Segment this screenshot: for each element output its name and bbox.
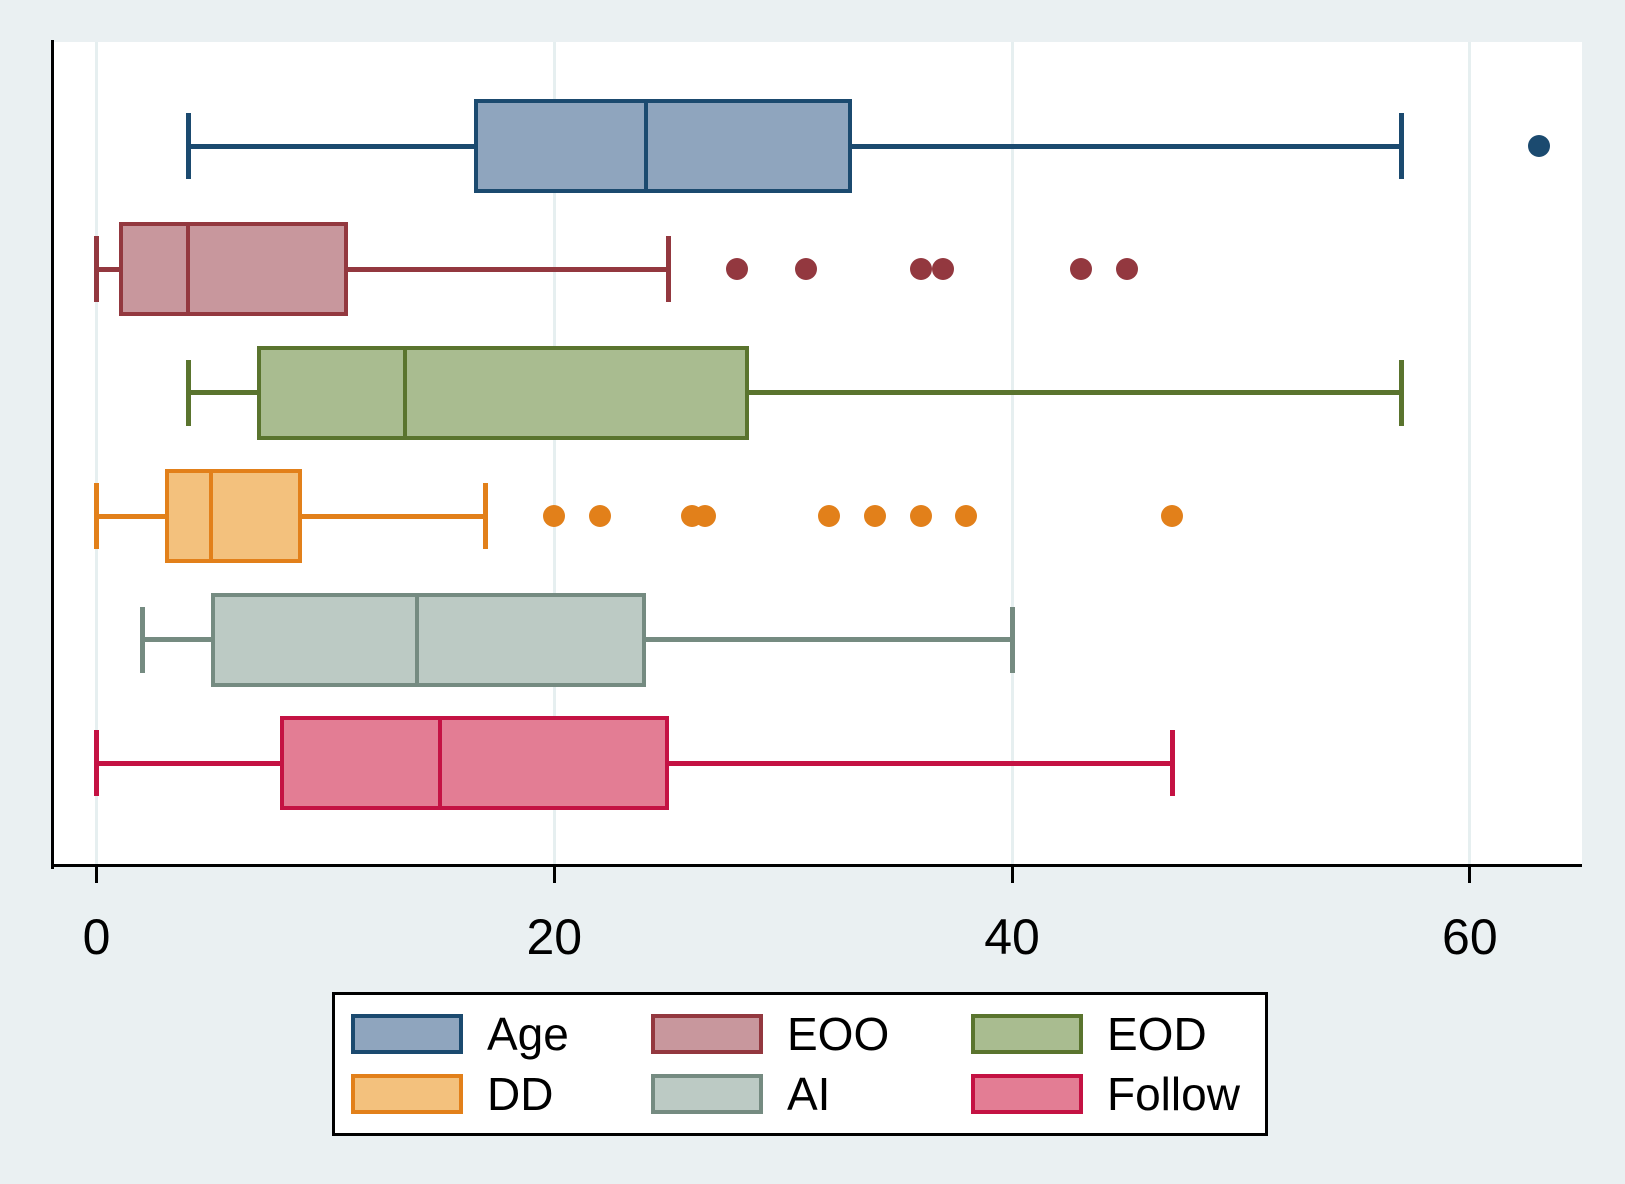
x-tick-20: [552, 867, 556, 883]
dd-outlier-dot: [817, 505, 840, 528]
follow-upper-whisker-line: [668, 760, 1173, 766]
follow-lower-whisker-line: [96, 760, 280, 766]
legend-item-eod: EOD: [971, 1011, 1251, 1057]
legend-label-age: Age: [487, 1008, 569, 1060]
follow-iqr-box: [279, 716, 669, 810]
gridline-20: [552, 42, 556, 866]
legend-label-follow: Follow: [1107, 1068, 1240, 1120]
eod-lower-whisker-line: [188, 390, 257, 396]
ai-median-line: [414, 596, 419, 683]
legend-swatch-eod: [971, 1014, 1083, 1054]
ai-iqr-box: [210, 592, 646, 687]
age-iqr-box: [474, 99, 852, 193]
follow-upper-whisker-cap: [1169, 730, 1175, 796]
legend-swatch-eoo: [651, 1014, 763, 1054]
eoo-lower-whisker-line: [96, 266, 120, 272]
dd-outlier-dot: [909, 505, 932, 528]
ai-upper-whisker-line: [645, 637, 1013, 643]
eoo-median-line: [186, 226, 191, 313]
eod-iqr-box: [256, 345, 749, 440]
age-lower-whisker-cap: [185, 113, 191, 179]
eoo-outlier-dot: [1069, 258, 1092, 281]
legend-swatch-age: [351, 1014, 463, 1054]
age-outlier-dot: [1527, 135, 1550, 157]
eoo-upper-whisker-line: [348, 266, 669, 272]
dd-upper-whisker-cap: [483, 483, 489, 550]
dd-median-line: [208, 473, 213, 560]
dd-outlier-dot: [863, 505, 886, 528]
eod-upper-whisker-line: [748, 390, 1402, 396]
ai-lower-whisker-cap: [139, 606, 145, 673]
legend-item-follow: Follow: [971, 1071, 1251, 1117]
legend-swatch-dd: [351, 1074, 463, 1114]
dd-upper-whisker-line: [302, 513, 486, 519]
age-upper-whisker-cap: [1398, 113, 1404, 179]
x-axis-line: [51, 864, 1582, 867]
eoo-iqr-box: [119, 222, 349, 317]
dd-outlier-dot: [1161, 505, 1184, 528]
gridline-60: [1468, 42, 1472, 866]
legend-label-eoo: EOO: [787, 1008, 890, 1060]
x-tick-label-0: 0: [82, 909, 111, 965]
legend-swatch-follow: [971, 1074, 1083, 1114]
gridline-40: [1010, 42, 1014, 866]
age-upper-whisker-line: [851, 143, 1402, 149]
eoo-lower-whisker-cap: [93, 236, 99, 303]
eoo-outlier-dot: [726, 258, 749, 281]
eod-upper-whisker-cap: [1398, 359, 1404, 426]
x-tick-label-60: 60: [1442, 909, 1498, 965]
legend-label-ai: AI: [787, 1068, 831, 1120]
x-tick-40: [1010, 867, 1014, 883]
legend-item-eoo: EOO: [651, 1011, 971, 1057]
legend-label-dd: DD: [487, 1068, 554, 1120]
legend-label-eod: EOD: [1107, 1008, 1207, 1060]
follow-lower-whisker-cap: [93, 730, 99, 796]
age-median-line: [643, 103, 648, 189]
follow-median-line: [437, 720, 442, 806]
legend-swatch-ai: [651, 1074, 763, 1114]
x-tick-60: [1468, 867, 1472, 883]
dd-outlier-dot: [955, 505, 978, 528]
x-tick-label-20: 20: [526, 909, 583, 965]
dd-outlier-dot: [589, 505, 612, 528]
gridline-0: [94, 42, 98, 866]
plot-area: [53, 42, 1582, 866]
dd-lower-whisker-line: [96, 513, 166, 519]
eoo-outlier-dot: [795, 258, 818, 281]
dd-lower-whisker-cap: [93, 483, 99, 550]
dd-outlier-dot: [694, 505, 717, 528]
age-lower-whisker-line: [188, 143, 475, 149]
legend: Age EOO EOD DD AI Follow: [332, 992, 1268, 1136]
y-axis-line: [51, 40, 54, 869]
x-tick-0: [94, 867, 98, 883]
legend-item-dd: DD: [351, 1071, 651, 1117]
eoo-outlier-dot: [909, 258, 932, 281]
legend-item-age: Age: [351, 1011, 651, 1057]
eoo-outlier-dot: [1115, 258, 1138, 281]
dd-iqr-box: [165, 469, 303, 564]
ai-upper-whisker-cap: [1009, 606, 1015, 673]
ai-lower-whisker-line: [142, 637, 211, 643]
dd-outlier-dot: [543, 505, 566, 528]
eod-median-line: [403, 349, 408, 436]
eod-lower-whisker-cap: [185, 359, 191, 426]
x-tick-label-40: 40: [984, 909, 1040, 965]
legend-item-ai: AI: [651, 1071, 971, 1117]
eoo-upper-whisker-cap: [666, 236, 672, 303]
eoo-outlier-dot: [932, 258, 955, 281]
